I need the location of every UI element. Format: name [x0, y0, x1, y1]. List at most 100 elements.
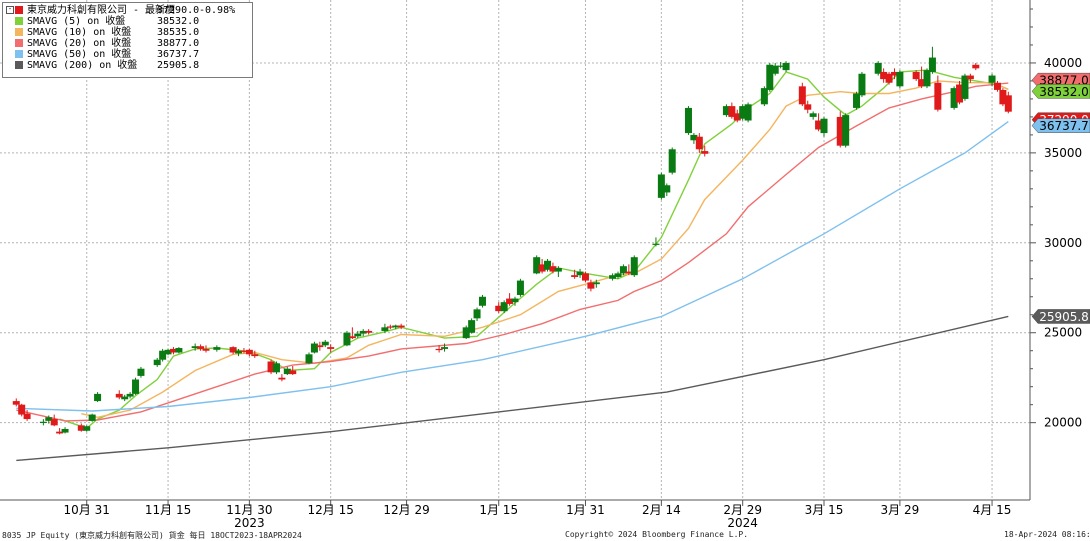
price-tag: [1031, 118, 1090, 133]
candle-body: [56, 431, 64, 434]
legend-label: SMAVG (10) on 收盤: [27, 27, 132, 38]
candle-body: [918, 79, 926, 87]
candle-body: [381, 327, 389, 331]
candle-body: [950, 88, 958, 108]
candle-body: [999, 89, 1007, 105]
x-tick-label: 1月 31: [566, 503, 605, 517]
candle-body: [554, 267, 562, 272]
candle-body: [159, 350, 167, 360]
candle-body: [354, 333, 362, 337]
candle-body: [121, 396, 129, 400]
footer-security: 8035 JP Equity (東京威力科創有限公司) 貨金 每日 18OCT2…: [2, 531, 302, 540]
candle-body: [441, 347, 449, 349]
candle-body: [164, 349, 172, 355]
candle-body: [365, 330, 373, 333]
x-tick-label: 12月 15: [308, 503, 354, 517]
candle-body: [267, 361, 275, 373]
candle-body: [533, 257, 541, 274]
footer-copyright: Copyright© 2024 Bloomberg Finance L.P.: [565, 530, 749, 539]
price-tag-label: 36737.7: [1039, 119, 1089, 133]
candle-body: [771, 65, 779, 74]
series-line: [16, 121, 1009, 412]
x-tick-label: 11月 15: [145, 503, 191, 517]
candle-body: [386, 326, 394, 328]
legend-toggle-icon[interactable]: -: [6, 5, 14, 14]
candle-body: [576, 271, 584, 276]
candle-body: [305, 354, 313, 364]
candle-body: [126, 393, 134, 397]
series-line: [16, 315, 1009, 462]
legend-value: 36737.7: [157, 49, 200, 60]
candle-body: [348, 336, 356, 339]
candle-body: [836, 116, 844, 146]
price-tag: [1031, 309, 1090, 324]
legend-label: SMAVG (50) on 收盤: [27, 49, 132, 60]
x-tick-label: 11月 30: [226, 503, 272, 517]
candle-body: [310, 343, 318, 353]
candle-body: [544, 260, 552, 270]
x-tick-label: 3月 15: [805, 503, 844, 517]
legend-value: 37290.0: [157, 5, 200, 16]
legend-swatch-sma10: [15, 28, 23, 36]
candle-body: [592, 282, 600, 285]
candle-body: [858, 73, 866, 96]
candle-body: [235, 350, 243, 354]
x-tick-label: 4月 15: [973, 503, 1012, 517]
candle-body: [630, 257, 638, 276]
price-tag-label: 38532.0: [1039, 85, 1089, 99]
candle-body: [896, 71, 904, 87]
candle-body: [657, 174, 665, 198]
candle-body: [278, 377, 286, 380]
candle-body: [663, 185, 671, 193]
candle-body: [321, 341, 329, 346]
candle-body: [701, 151, 709, 154]
axes: 20000 25000 30000 35000 40000 10月 31 11月 15 11月…: [0, 0, 1082, 530]
legend-value: 25905.8: [157, 60, 200, 71]
x-year-label: 2023: [234, 516, 265, 530]
moving-average-lines: [16, 69, 1009, 462]
candle-body: [820, 118, 828, 134]
legend-swatch-sma50: [15, 50, 23, 58]
candle-body: [744, 104, 752, 121]
x-tick-label: 2月 14: [642, 503, 681, 517]
legend-label: SMAVG (20) on 收盤: [27, 38, 132, 49]
candle-body: [760, 88, 768, 105]
x-tick-label: 10月 31: [64, 503, 110, 517]
candle-body: [815, 120, 823, 130]
candle-body: [462, 327, 470, 339]
candle-body: [966, 75, 974, 80]
series-line: [81, 80, 1009, 419]
candle-body: [956, 84, 964, 103]
candle-body: [153, 359, 161, 366]
legend-value: 38877.0: [157, 38, 200, 49]
candle-body: [842, 115, 850, 146]
legend-change: -0.98%: [199, 5, 236, 16]
y-tick-label: 35000: [1044, 146, 1082, 160]
legend-label: 東京威力科創有限公司 - 最新價: [27, 5, 176, 16]
candle-body: [175, 348, 183, 353]
candle-body: [890, 71, 898, 76]
candle-body: [614, 273, 622, 277]
candle-body: [972, 64, 980, 69]
candle-body: [695, 136, 703, 150]
candle-body: [213, 347, 221, 350]
y-tick-label: 30000: [1044, 236, 1082, 250]
candle-body: [722, 106, 730, 116]
candle-body: [798, 86, 806, 105]
candle-body: [993, 82, 1001, 90]
candle-body: [581, 273, 589, 281]
candle-body: [169, 348, 177, 353]
candle-body: [782, 62, 790, 71]
candle-body: [923, 70, 931, 87]
candle-body: [359, 330, 367, 334]
candle-body: [478, 296, 486, 306]
candle-body: [619, 266, 627, 274]
candle-body: [137, 368, 145, 376]
candle-body: [690, 134, 698, 141]
candle-body: [495, 305, 503, 312]
candle-body: [500, 302, 508, 312]
candle-body: [511, 298, 519, 303]
legend-swatch-sma5: [15, 17, 23, 25]
candle-body: [23, 413, 31, 420]
